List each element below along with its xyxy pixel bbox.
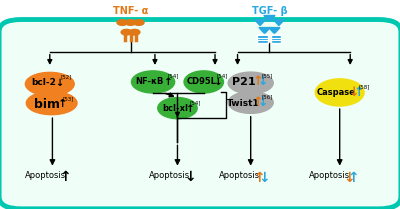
Text: ↑: ↑: [58, 99, 67, 109]
Circle shape: [125, 20, 136, 25]
Text: ↑: ↑: [348, 171, 360, 185]
Text: Apoptosis: Apoptosis: [149, 171, 190, 180]
FancyBboxPatch shape: [258, 34, 268, 43]
Text: Apoptosis: Apoptosis: [219, 171, 260, 180]
Text: ↑: ↑: [253, 96, 264, 109]
Text: Caspase: Caspase: [316, 88, 355, 97]
Circle shape: [134, 20, 144, 25]
Ellipse shape: [26, 92, 77, 115]
Text: bcl-xl: bcl-xl: [162, 104, 188, 113]
Text: [52]: [52]: [60, 74, 72, 79]
Text: [58]: [58]: [358, 84, 370, 89]
Text: ↑: ↑: [164, 77, 172, 87]
Text: [54]: [54]: [217, 74, 228, 79]
Circle shape: [130, 29, 140, 35]
Ellipse shape: [184, 71, 224, 93]
Text: ↓: ↓: [349, 86, 359, 99]
Text: ↑: ↑: [254, 171, 265, 185]
Polygon shape: [273, 19, 284, 25]
Text: Apoptosis: Apoptosis: [309, 171, 350, 180]
Text: ↓: ↓: [258, 75, 268, 88]
Text: [55]: [55]: [262, 74, 273, 79]
FancyBboxPatch shape: [271, 34, 282, 43]
Ellipse shape: [315, 79, 364, 106]
Text: ↓: ↓: [343, 171, 355, 185]
Text: bim: bim: [34, 98, 60, 111]
Text: ↓: ↓: [184, 169, 196, 184]
Text: TGF- β: TGF- β: [252, 6, 287, 17]
Text: [53]: [53]: [62, 96, 74, 101]
Ellipse shape: [132, 71, 175, 93]
FancyBboxPatch shape: [0, 19, 400, 209]
Ellipse shape: [228, 72, 273, 94]
Circle shape: [121, 29, 132, 35]
Polygon shape: [269, 28, 280, 34]
Polygon shape: [259, 28, 270, 34]
Text: ↑: ↑: [354, 86, 364, 99]
Polygon shape: [254, 19, 266, 25]
Text: ↓: ↓: [258, 171, 270, 185]
Ellipse shape: [25, 72, 74, 96]
Polygon shape: [264, 15, 275, 22]
Text: ↑: ↑: [253, 75, 264, 88]
Text: ↓: ↓: [56, 78, 64, 88]
Text: CD95L: CD95L: [187, 78, 217, 87]
Circle shape: [117, 20, 128, 25]
Text: [54]: [54]: [190, 101, 201, 106]
Text: ↓: ↓: [214, 77, 222, 87]
Text: ↑: ↑: [60, 169, 71, 184]
Text: TNF- α: TNF- α: [113, 6, 148, 17]
Ellipse shape: [158, 98, 197, 119]
Text: bcl-2: bcl-2: [32, 78, 56, 87]
Text: [54]: [54]: [167, 74, 179, 79]
Text: NF-κB: NF-κB: [135, 78, 164, 87]
Text: P21: P21: [232, 76, 256, 87]
Text: ↑: ↑: [186, 104, 195, 114]
Text: Apoptosis: Apoptosis: [25, 171, 66, 180]
Text: Twist1: Twist1: [227, 99, 260, 108]
Ellipse shape: [228, 92, 273, 113]
Text: [56]: [56]: [262, 94, 273, 99]
Text: ↓: ↓: [258, 96, 268, 109]
